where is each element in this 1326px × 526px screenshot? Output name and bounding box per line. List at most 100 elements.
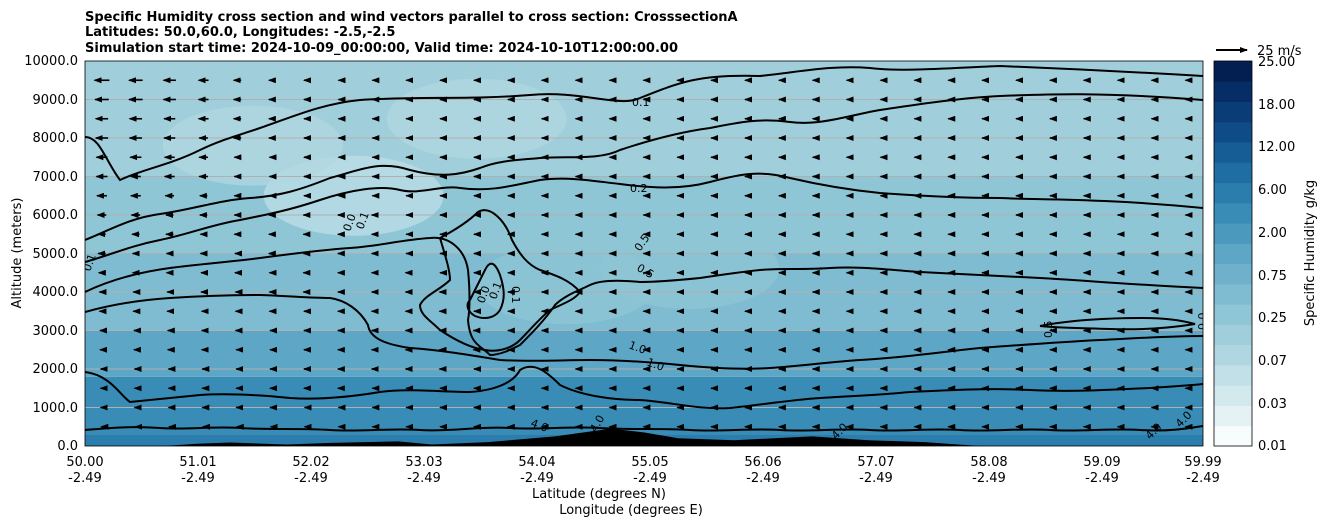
x-tick-lat: 55.05 [631,455,668,470]
y-tick-label: 10000.0 [24,54,78,69]
x-tick-lat: 50.00 [66,455,103,470]
y-tick-label: 1000.0 [33,401,79,416]
title-line-1: Specific Humidity cross section and wind… [85,10,738,25]
x-tick-lat: 54.04 [518,455,555,470]
x-tick-lon: -2.49 [746,471,780,486]
wind-vectors [93,77,1193,430]
contour-label: 0.0 [1196,313,1209,331]
contour-label: 0.1 [487,280,505,301]
x-tick-lat: 59.09 [1083,455,1120,470]
y-tick-label: 2000.0 [33,362,79,377]
contour-line [85,172,1203,263]
title-line-2: Latitudes: 50.0,60.0, Longitudes: -2.5,-… [85,25,395,40]
chart-title: Specific Humidity cross section and wind… [85,10,738,56]
colorbar-band [1214,121,1252,143]
colorbar-band [1214,405,1252,427]
x-tick-lon: -2.49 [972,471,1006,486]
wind-key-label: 25 m/s [1257,44,1302,59]
x-tick-lon: -2.49 [859,471,893,486]
y-tick-label: 8000.0 [33,131,79,146]
x-tick-lon: -2.49 [68,471,102,486]
y-axis-label: Altitude (meters) [10,198,25,309]
x-tick-lon: -2.49 [1085,471,1119,486]
field-band [85,376,1203,435]
y-tick-label: 3000.0 [33,324,79,339]
colorbar-tick-label: 25.00 [1258,55,1295,70]
x-tick-lat: 51.01 [179,455,216,470]
x-tick-lon: -2.49 [1186,471,1220,486]
colorbar-band [1214,364,1252,386]
x-tick-lat: 58.08 [970,455,1007,470]
contour-label: 0.2 [630,182,648,195]
colorbar-band [1214,263,1252,285]
y-tick-label: 7000.0 [33,170,79,185]
x-tick-lon: -2.49 [294,471,328,486]
x-axis-label-latitude: Latitude (degrees N) [532,487,666,502]
contour-label: 0.0 [341,212,359,233]
field-pocket [599,228,780,309]
colorbar-ticks: 0.01 0.03 0.07 0.25 0.75 2.00 6.00 12.00… [1258,55,1295,454]
colorbar-band [1214,202,1252,224]
colorbar-tick-label: 0.75 [1258,269,1287,284]
colorbar-band [1214,243,1252,265]
x-axis-label-longitude: Longitude (degrees E) [559,503,703,518]
contour-label: 0.1 [632,96,650,109]
x-tick-lat: 59.99 [1184,455,1221,470]
colorbar-tick-label: 0.25 [1258,311,1287,326]
x-axis: 50.00 -2.49 51.01 -2.49 52.02 -2.49 53.0… [66,455,1221,486]
colorbar-band [1214,344,1252,366]
x-tick-lat: 56.06 [744,455,781,470]
colorbar-tick-label: 0.01 [1258,439,1287,454]
colorbar-band [1214,324,1252,346]
colorbar-tick-label: 18.00 [1258,98,1295,113]
colorbar-label: Specific Humidity g/kg [1303,180,1318,326]
x-tick-lon: -2.49 [520,471,554,486]
colorbar-tick-label: 12.00 [1258,140,1295,155]
contour-line [85,64,1203,182]
wind-key: 25 m/s [1216,44,1302,59]
field-pocket [386,78,567,159]
axes-frame [84,60,1204,447]
colorbar-tick-label: 6.00 [1258,183,1287,198]
colorbar-tick-label: 0.03 [1258,397,1287,412]
contour-label: 0.1 [509,286,522,304]
colorbar-band [1214,61,1252,82]
contour-line [85,236,1203,357]
colorbar-bands [1214,61,1252,447]
colorbar-band [1214,182,1252,204]
x-tick-lat: 53.03 [405,455,442,470]
colorbar-tick-label: 0.07 [1258,354,1287,369]
contour-label: 4.0 [529,417,550,435]
colorbar-band [1214,81,1252,103]
terrain [85,428,1203,446]
colorbar-band [1214,223,1252,244]
x-tick-lon: -2.49 [181,471,215,486]
colorbar-band [1214,304,1252,325]
terrain-area [85,428,1203,446]
contour-line [466,262,505,319]
contour-line [85,293,1203,370]
contour-label: 0.1 [354,210,372,231]
colorbar-band [1214,385,1252,406]
colorbar-band [1214,142,1252,163]
x-tick-lon: -2.49 [633,471,667,486]
y-axis: 0.0 1000.0 2000.0 3000.0 4000.0 5000.0 6… [24,54,78,454]
x-tick-lon: -2.49 [407,471,441,486]
y-tick-label: 9000.0 [33,93,79,108]
colorbar: 0.01 0.03 0.07 0.25 0.75 2.00 6.00 12.00… [1213,55,1318,454]
y-tick-label: 0.0 [57,439,78,454]
title-line-3: Simulation start time: 2024-10-09_00:00:… [85,41,678,56]
y-tick-label: 4000.0 [33,285,79,300]
colorbar-band [1214,162,1252,184]
x-tick-lat: 52.02 [292,455,329,470]
y-tick-label: 6000.0 [33,208,79,223]
colorbar-band [1214,283,1252,305]
field-pocket [162,105,343,186]
contour-line [85,365,1203,410]
colorbar-tick-label: 2.00 [1258,226,1287,241]
plot-area: 0.1 0.1 0.0 0.1 0.2 0.5 0.5 0.0 0.1 0.1 … [85,61,1209,446]
colorbar-band [1214,101,1252,123]
colorbar-band [1214,425,1252,447]
y-tick-label: 5000.0 [33,247,79,262]
